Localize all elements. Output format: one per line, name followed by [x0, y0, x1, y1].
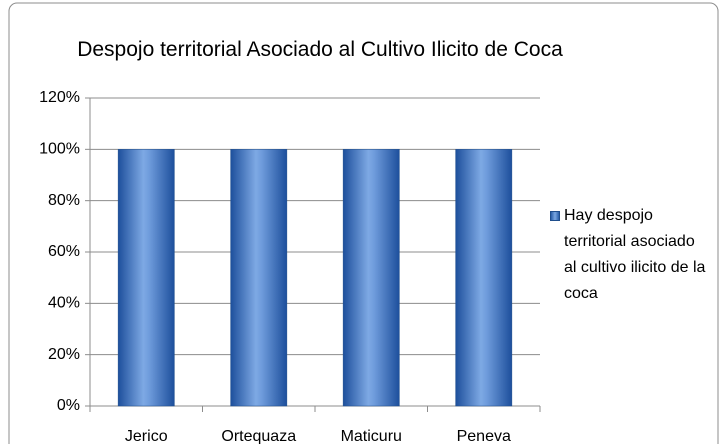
x-tick-label: Maticuru — [341, 428, 402, 444]
bar — [230, 149, 288, 407]
y-tick-label: 100% — [39, 141, 80, 158]
legend-key — [550, 211, 560, 221]
y-tick-label: 80% — [48, 192, 80, 209]
bar — [455, 149, 513, 407]
chart-title: Despojo territorial Asociado al Cultivo … — [77, 38, 563, 61]
bar — [342, 149, 400, 407]
y-tick-label: 120% — [39, 89, 80, 106]
legend: Hay despojo territorial asociado al cult… — [550, 203, 710, 307]
y-tick-label: 40% — [48, 295, 80, 312]
chart-border — [8, 2, 719, 444]
y-tick-label: 60% — [48, 243, 80, 260]
y-tick-label: 0% — [57, 397, 80, 414]
y-tick-label: 20% — [48, 346, 80, 363]
bar — [117, 149, 175, 407]
x-tick-label: Jerico — [125, 428, 168, 444]
legend-label: Hay despojo territorial asociado al cult… — [564, 207, 706, 302]
x-tick-label: Ortequaza — [221, 428, 296, 444]
x-tick-label: Peneva — [457, 428, 511, 444]
